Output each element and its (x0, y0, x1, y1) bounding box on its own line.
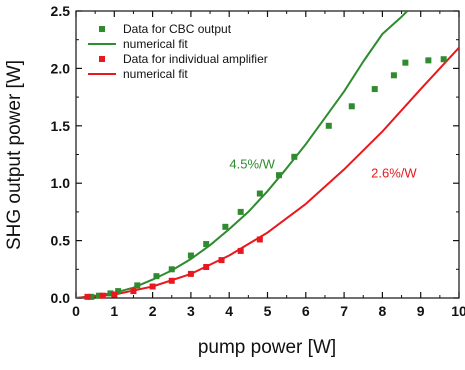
data-point (84, 293, 91, 300)
data-point (115, 288, 122, 295)
data-point (168, 266, 175, 273)
data-point (222, 223, 229, 230)
x-axis-title: pump power [W] (198, 337, 336, 358)
data-point (130, 288, 137, 295)
data-point (149, 283, 156, 290)
data-point (425, 57, 432, 64)
legend-label: Data for CBC output (123, 22, 232, 36)
legend-marker (99, 56, 105, 62)
y-tick-label: 0.5 (51, 233, 71, 249)
fit-line (76, 11, 409, 298)
plot-area (75, 10, 460, 299)
x-tick-label: 5 (264, 303, 272, 319)
data-point (203, 264, 210, 271)
y-tick-label: 2.5 (51, 3, 71, 19)
y-axis-title: SHG output power [W] (4, 60, 25, 250)
y-tick-label: 0.0 (51, 290, 71, 306)
data-point (237, 247, 244, 254)
x-tick-label: 10 (451, 303, 465, 319)
slope-annotation: 2.6%/W (371, 165, 417, 180)
x-tick-label: 0 (72, 303, 80, 319)
data-point (256, 236, 263, 243)
x-tick-label: 2 (149, 303, 157, 319)
x-tick-label: 7 (340, 303, 348, 319)
data-point (218, 257, 225, 264)
data-point (99, 292, 106, 299)
legend-label: numerical fit (123, 37, 188, 51)
y-tick-label: 1.5 (51, 118, 71, 134)
y-tick-label: 1.0 (51, 175, 71, 191)
data-point (111, 291, 118, 298)
fit-line (76, 47, 459, 298)
data-point (275, 172, 282, 179)
x-tick-label: 9 (417, 303, 425, 319)
data-point (168, 277, 175, 284)
x-tick-label: 4 (225, 303, 233, 319)
data-point (348, 103, 355, 110)
data-point (187, 270, 194, 277)
legend-label: Data for individual amplifier (123, 52, 268, 66)
data-point (187, 252, 194, 259)
data-point (402, 59, 409, 66)
x-tick-label: 8 (379, 303, 387, 319)
data-point (153, 273, 160, 280)
x-tick-label: 1 (110, 303, 118, 319)
data-point (390, 72, 397, 79)
y-tick-label: 2.0 (51, 60, 71, 76)
data-point (203, 241, 210, 248)
data-point (325, 122, 332, 129)
x-tick-label: 6 (302, 303, 310, 319)
data-point (134, 282, 141, 289)
data-point (371, 86, 378, 93)
x-tick-label: 3 (187, 303, 195, 319)
data-point (95, 292, 102, 299)
data-point (88, 293, 95, 300)
legend-label: numerical fit (123, 67, 188, 81)
slope-annotation: 4.5%/W (229, 156, 275, 171)
data-point (237, 208, 244, 215)
data-point (440, 56, 447, 63)
data-point (107, 290, 114, 297)
legend-marker (99, 26, 105, 32)
data-point (256, 190, 263, 197)
data-point (291, 153, 298, 160)
